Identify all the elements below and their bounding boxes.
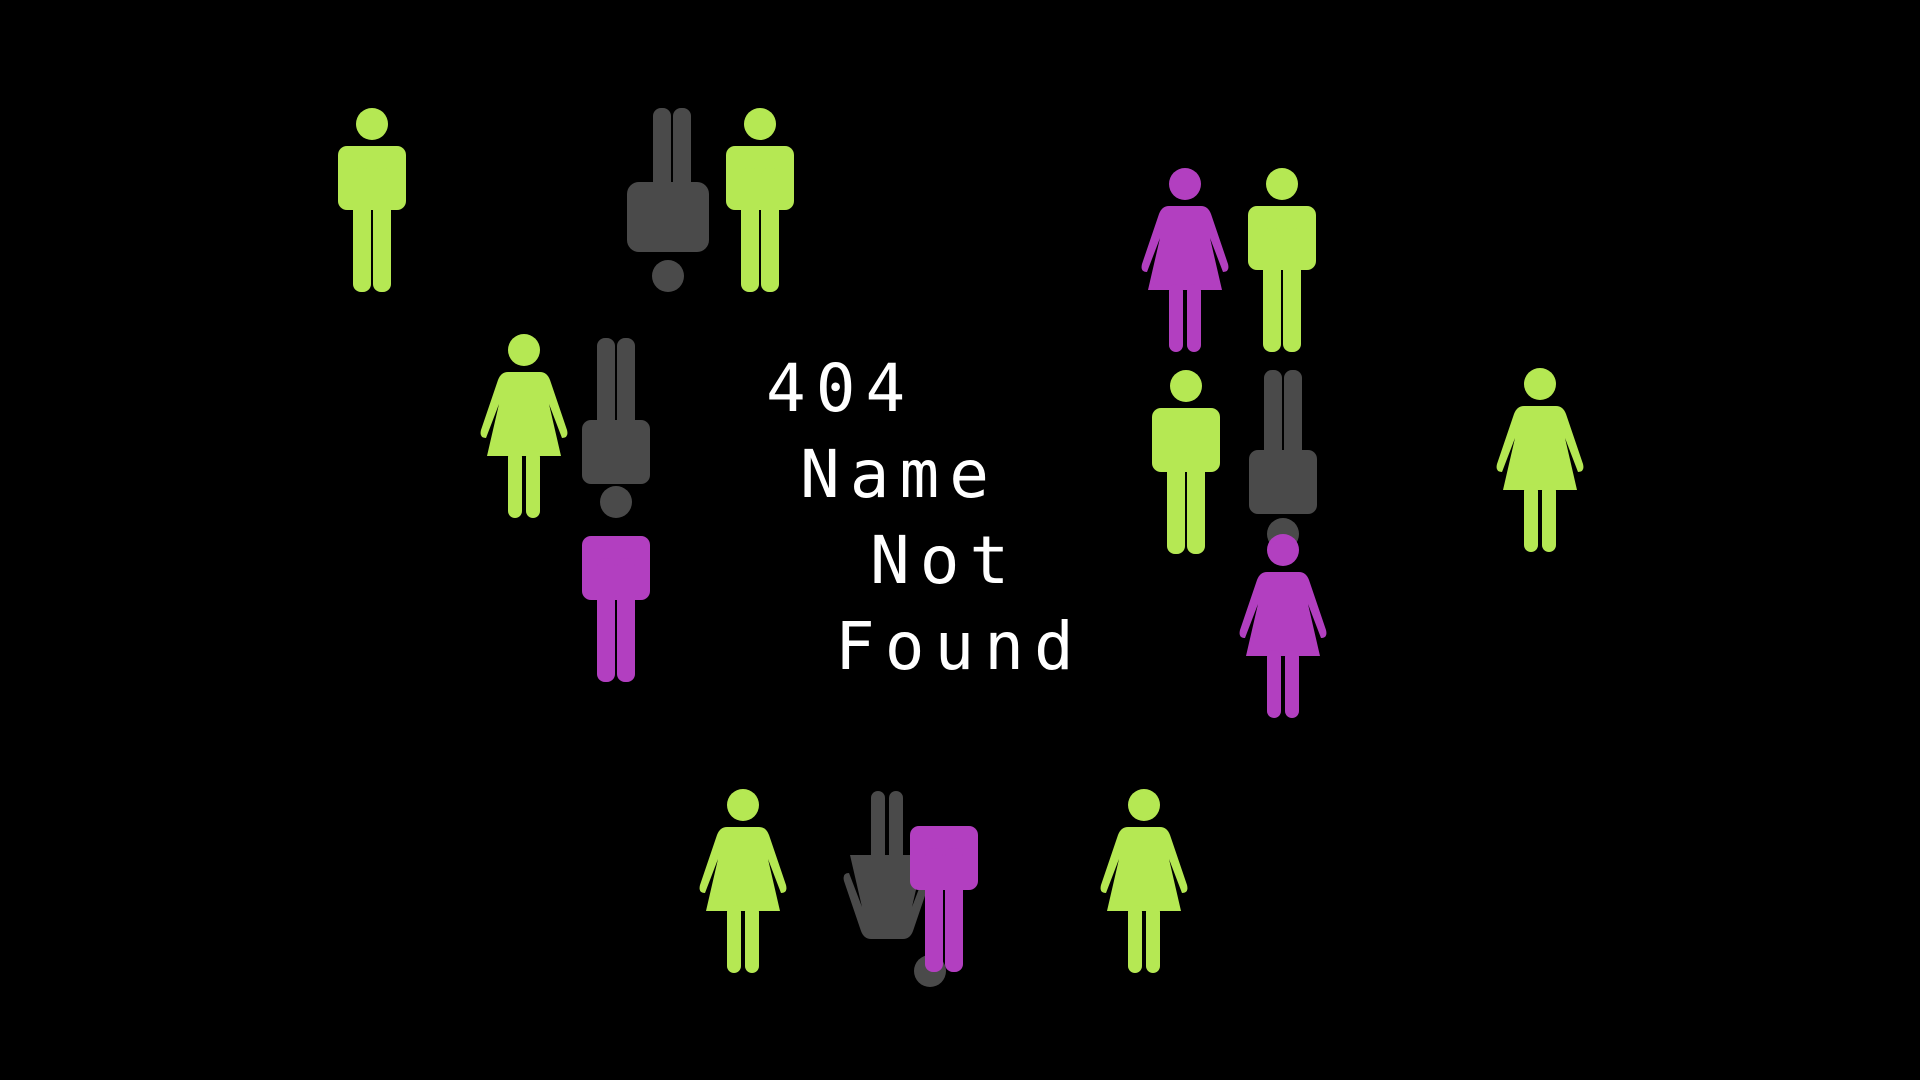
male-figure-upside-down-icon (627, 108, 709, 292)
female-figure-icon (1141, 168, 1229, 352)
error-message-line-1: Name (800, 436, 999, 513)
male-figure-upside-down-icon (1249, 370, 1317, 550)
male-figure-upside-down-icon (582, 338, 650, 518)
female-figure-icon (1496, 368, 1584, 552)
female-figure-icon (699, 789, 787, 973)
headless-male-figure-icon (582, 536, 650, 682)
female-figure-icon (1239, 534, 1327, 718)
male-figure-icon (1248, 168, 1316, 352)
female-figure-icon (480, 334, 568, 518)
male-figure-icon (1152, 370, 1220, 554)
male-figure-icon (726, 108, 794, 292)
female-figure-icon (1100, 789, 1188, 973)
error-message-line-3: Found (835, 608, 1084, 685)
male-figure-icon (338, 108, 406, 292)
error-message-line-2: Not (870, 522, 1020, 599)
error-code: 404 (766, 350, 916, 427)
